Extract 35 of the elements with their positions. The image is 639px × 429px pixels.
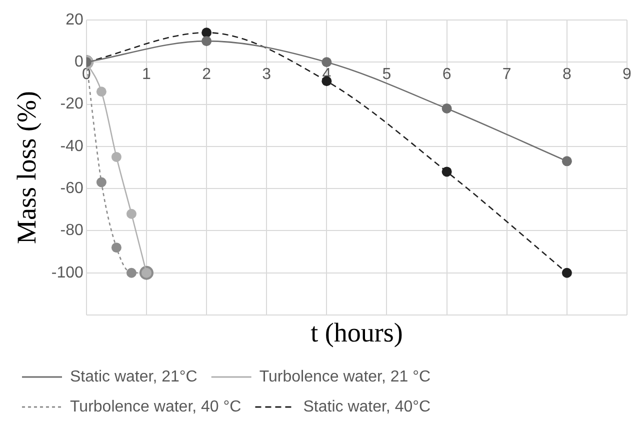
- point: [126, 208, 136, 219]
- point: [111, 242, 122, 253]
- point: [111, 152, 122, 162]
- y-tick-label: -40: [60, 138, 84, 155]
- point: [322, 76, 332, 86]
- x-tick-label: 3: [262, 66, 272, 84]
- y-axis-title: Mass loss (%): [11, 91, 42, 244]
- y-tick-label: -100: [51, 264, 84, 282]
- point: [562, 156, 572, 166]
- legend-label: Static water, 21°C: [70, 368, 198, 386]
- legend-label: Turbolence water, 40 °C: [70, 398, 242, 416]
- legend-label: Static water, 40°C: [303, 398, 431, 416]
- x-tick-label: 8: [562, 66, 572, 84]
- x-tick-label: 5: [382, 66, 392, 84]
- y-tick-label: 0: [74, 54, 84, 71]
- point: [442, 166, 452, 177]
- y-tick-label: 20: [66, 11, 84, 28]
- point: [202, 28, 212, 38]
- point: [442, 104, 452, 114]
- x-axis-title: t (hours): [310, 318, 403, 348]
- point: [562, 268, 572, 278]
- x-tick-label: 6: [442, 66, 452, 84]
- point: [202, 36, 212, 46]
- point: [126, 268, 136, 278]
- x-tick-label: 2: [202, 66, 212, 84]
- point: [96, 177, 106, 188]
- point: [322, 57, 332, 68]
- x-tick-label: 9: [622, 66, 632, 84]
- x-tick-label: 7: [502, 66, 512, 84]
- point: [96, 86, 106, 97]
- x-tick-label: 1: [142, 66, 152, 84]
- y-tick-label: -80: [60, 222, 84, 240]
- y-tick-label: -20: [60, 96, 84, 113]
- y-tick-label: -60: [60, 180, 84, 197]
- legend-label: Turbolence water, 21 °C: [259, 368, 431, 386]
